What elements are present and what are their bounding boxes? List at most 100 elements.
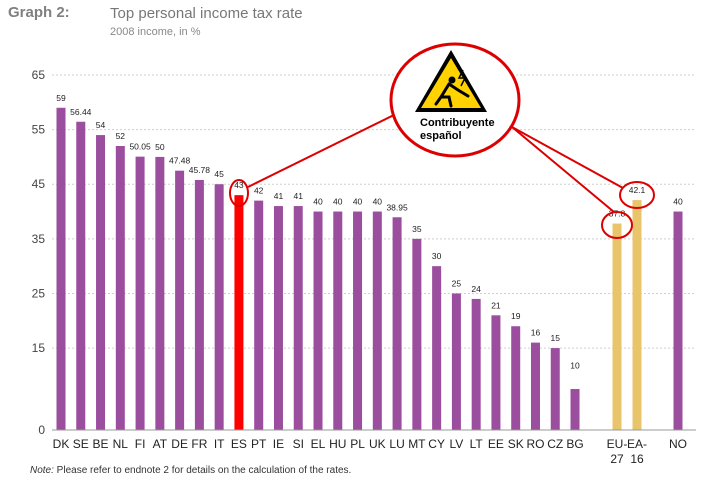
y-tick-label: 0 [38,423,45,437]
data-label: 45 [214,169,224,179]
x-tick-label: PT [251,437,267,451]
data-label: 16 [531,328,541,338]
x-tick-label: PL [350,437,365,451]
figure-body [434,82,470,108]
bar [632,200,642,430]
callout-connector-line [247,109,405,188]
x-tick-label: ES [231,437,247,451]
x-tick-label: DK [53,437,70,451]
data-label: 24 [471,284,481,294]
data-label: 42.1 [629,185,646,195]
bar [313,211,323,430]
data-label: 10 [570,360,580,370]
bar [56,107,66,431]
data-label: 19 [511,311,521,321]
bar [194,179,204,430]
x-tick-label: EA- [627,437,647,451]
data-label: 42 [254,186,264,196]
x-tick-label: EE [488,437,504,451]
x-tick-label: CZ [547,437,563,451]
bar [471,298,481,430]
bar [155,156,165,430]
figure-head [448,76,456,84]
y-tick-label: 55 [32,123,46,137]
data-label: 45.78 [189,165,211,175]
bar [214,184,224,430]
bar [432,266,442,430]
bar [254,200,264,430]
callout-connector-line [511,126,624,189]
y-tick-label: 65 [32,68,46,82]
bar [412,238,422,430]
x-tick-label: LU [389,437,404,451]
x-tick-label: FI [135,437,146,451]
bar [76,121,86,431]
bar [550,348,560,430]
y-tick-label: 45 [32,177,46,191]
bar [353,211,363,430]
callout-connector-line [511,126,615,213]
data-label: 41 [294,191,304,201]
chart-subtitle: 2008 income, in % [110,26,201,38]
data-label: 35 [412,224,422,234]
x-tick-label: UK [369,437,386,451]
bar [135,156,145,430]
x-tick-label: MT [408,437,426,451]
data-label: 37.8 [609,209,626,219]
data-label: 40 [673,197,683,207]
bar [673,211,683,430]
x-tick-label: BE [93,437,109,451]
bar [96,135,106,431]
x-tick-label: SI [293,437,304,451]
x-tick-label: AT [153,437,168,451]
data-label: 50.05 [129,142,151,152]
bar [234,195,244,430]
bar [175,170,185,430]
bar [333,211,343,430]
highlight-circle-eu27 [601,211,633,239]
callout-label: Contribuyente [420,117,495,129]
data-label: 52 [116,131,126,141]
x-tick-label: LV [450,437,464,451]
data-label: 30 [432,251,442,261]
data-label: 47.48 [169,156,191,166]
callout-label-continued: español [420,130,462,142]
x-tick-label: EL [311,437,326,451]
x-tick-label: HU [329,437,346,451]
data-label: 50 [155,142,165,152]
bar [273,206,283,430]
data-label: 59 [56,93,66,103]
x-tick-label: DE [171,437,188,451]
data-label: 56.44 [70,107,92,117]
bar [115,146,125,430]
warning-electric-shock-icon [415,50,487,112]
data-label: 38.95 [386,202,408,212]
bar [491,315,501,430]
data-label: 25 [452,278,462,288]
bar [612,223,622,430]
x-tick-label: SK [508,437,524,451]
bar [451,293,461,430]
y-tick-label: 35 [32,232,46,246]
x-tick-label: EU- [607,437,628,451]
x-tick-label: FR [191,437,207,451]
x-tick-label: BG [566,437,583,451]
note-text: Please refer to endnote 2 for details on… [53,465,352,476]
data-label: 40 [373,197,383,207]
data-label: 41 [274,191,284,201]
bar [392,217,402,430]
lightning-bolt [457,69,467,87]
x-tick-label: RO [526,437,544,451]
y-tick-label: 15 [32,341,46,355]
y-tick-label: 25 [32,286,46,300]
bar [372,211,382,430]
data-label: 40 [353,197,363,207]
x-tick-label: SE [73,437,89,451]
x-tick-label: NO [669,437,687,451]
data-label: 21 [491,300,501,310]
note-lead: Note: [30,465,54,476]
graph-number-label: Graph 2: [8,4,70,21]
bar [293,206,303,430]
data-label: 15 [551,333,561,343]
